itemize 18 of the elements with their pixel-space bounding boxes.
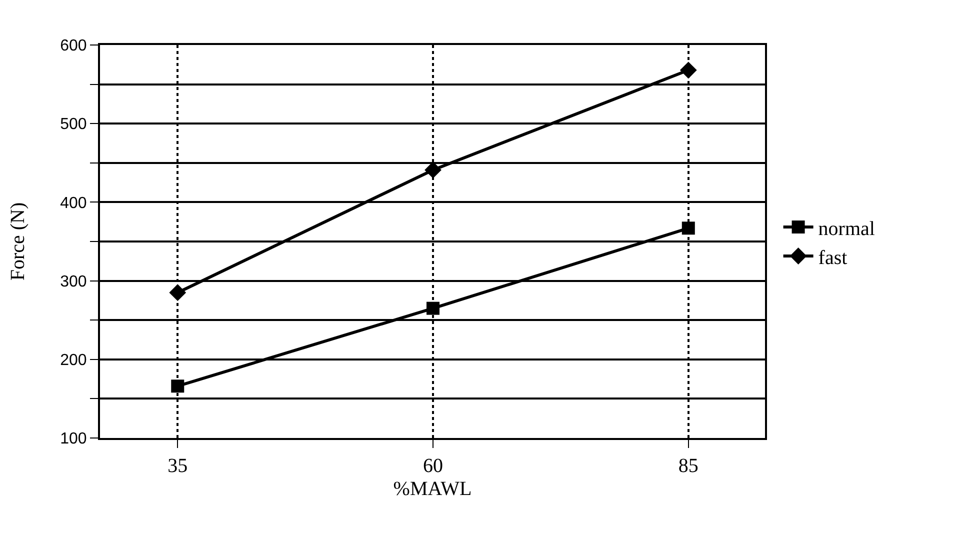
x-tick-label: 85 (678, 455, 698, 477)
point (682, 222, 695, 235)
y-tick-label: 100 (60, 430, 87, 448)
y-tick-label: 200 (60, 352, 87, 369)
point (426, 302, 440, 315)
x-tick-label: 35 (168, 455, 188, 477)
y-tick-label: 500 (60, 116, 87, 134)
point (169, 284, 186, 302)
legend-label: normal (818, 218, 876, 240)
y-tick-label: 300 (60, 273, 87, 290)
y-tick-label: 400 (60, 194, 87, 212)
x-axis-title: %MAWL (393, 478, 472, 500)
x-tick-label: 60 (423, 455, 444, 477)
point (680, 62, 697, 79)
y-tick-label: 600 (60, 38, 87, 55)
legend-label: fast (818, 246, 848, 269)
y-axis-title: Force (N) (7, 202, 30, 281)
point (171, 380, 184, 393)
